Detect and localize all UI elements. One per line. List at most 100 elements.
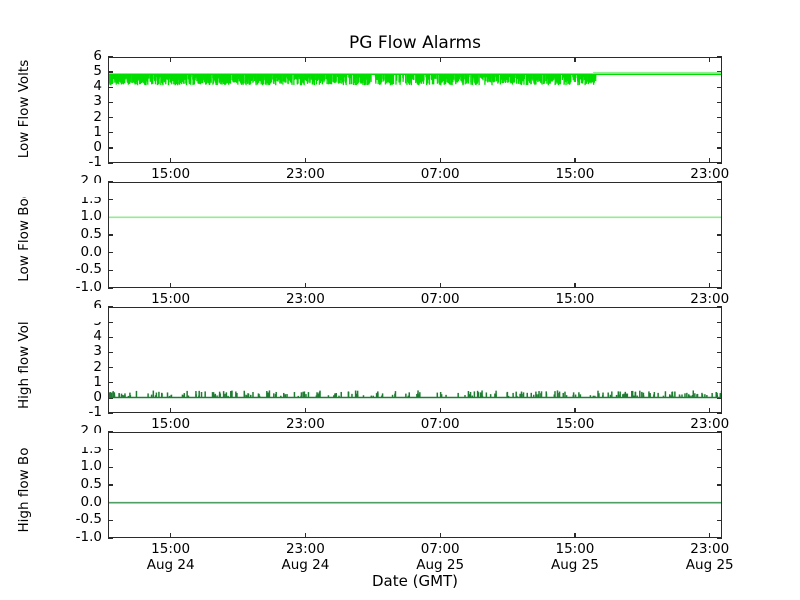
y-tick-label: 1.0 <box>80 458 102 475</box>
x-tick-mark <box>709 283 711 288</box>
x-tick-date: Aug 25 <box>416 556 465 573</box>
series-layer-1 <box>108 216 722 219</box>
x-tick-mark <box>709 408 711 413</box>
y-tick-mark-right <box>717 199 722 201</box>
y-tick-label: 0 <box>93 388 102 405</box>
x-tick-mark <box>169 158 172 163</box>
y-tick-mark <box>108 252 113 254</box>
overlap-clip-band <box>0 183 800 197</box>
y-tick-mark-right <box>717 336 722 338</box>
y-tick-mark-right <box>717 147 722 149</box>
y-tick-mark <box>108 431 113 433</box>
x-tick-mark <box>439 283 441 288</box>
y-tick-mark-right <box>717 56 722 58</box>
y-tick-mark <box>108 234 113 236</box>
y-tick-label: 3 <box>93 343 102 360</box>
series-clip-3 <box>108 432 722 538</box>
y-tick-mark <box>108 132 113 134</box>
x-axis-label: Date (GMT) <box>371 572 459 590</box>
y-tick-label: 6 <box>93 48 102 64</box>
x-tick-mark-top <box>574 57 576 62</box>
x-tick-time: 23:00 <box>285 166 325 182</box>
x-tick-mark <box>304 283 307 288</box>
x-tick-time: 15:00 <box>555 166 595 182</box>
x-tick-mark <box>574 283 576 288</box>
plot-area-3[interactable] <box>108 432 722 538</box>
x-tick-time: 07:00 <box>420 541 460 557</box>
y-tick-mark-right <box>717 431 722 433</box>
y-tick-mark <box>108 306 113 308</box>
y-tick-mark-right <box>717 181 722 183</box>
y-tick-mark-right <box>717 519 722 521</box>
y-tick-mark-right <box>717 366 722 369</box>
x-tick-date: Aug 25 <box>685 556 734 573</box>
y-tick-label: 0.5 <box>80 226 102 242</box>
y-tick-label: 3 <box>93 93 102 110</box>
x-tick-time: 15:00 <box>151 166 191 182</box>
y-tick-mark-right <box>717 252 722 254</box>
y-tick-mark <box>108 366 113 369</box>
chart-title: PG Flow Alarms <box>349 33 481 53</box>
y-tick-mark <box>108 56 113 58</box>
y-tick-mark <box>108 199 113 201</box>
plot-area-1[interactable] <box>108 182 722 288</box>
y-tick-label: 4 <box>93 328 102 345</box>
y-tick-mark-right <box>717 269 722 271</box>
y-tick-label: -0.5 <box>75 511 102 528</box>
y-tick-mark-right <box>717 306 722 308</box>
overlap-clip-band <box>0 308 800 322</box>
y-tick-label: 4 <box>93 78 102 95</box>
x-tick-mark-top <box>709 57 711 62</box>
y-tick-mark <box>108 181 113 183</box>
y-tick-mark <box>108 466 113 468</box>
x-tick-time: 15:00 <box>555 416 595 432</box>
y-tick-mark-right <box>717 321 722 323</box>
x-tick-mark-top <box>439 57 441 62</box>
y-tick-mark <box>108 116 113 119</box>
x-tick-time: 07:00 <box>420 416 460 432</box>
y-tick-mark-right <box>717 86 722 88</box>
x-tick-time: 15:00 <box>555 541 595 557</box>
series-layer-3 <box>108 501 722 504</box>
y-tick-label: 6 <box>93 298 102 314</box>
y-tick-mark-right <box>717 101 722 104</box>
y-tick-label: 0.5 <box>80 476 102 492</box>
y-tick-mark-right <box>717 484 722 486</box>
y-tick-mark-right <box>717 449 722 451</box>
y-tick-mark <box>108 449 113 451</box>
y-tick-label: 0.0 <box>80 243 102 260</box>
x-tick-mark <box>709 533 711 538</box>
x-tick-time: 15:00 <box>151 541 191 557</box>
x-tick-mark <box>709 158 711 163</box>
x-tick-time: 23:00 <box>690 416 730 432</box>
series-clip-0 <box>108 57 722 163</box>
y-tick-label: -1 <box>88 404 102 420</box>
x-tick-mark <box>439 158 441 163</box>
y-tick-label: -1.0 <box>75 529 102 545</box>
x-tick-date: Aug 24 <box>146 556 195 573</box>
x-tick-time: 07:00 <box>420 291 460 307</box>
y-tick-label: 1.0 <box>80 208 102 225</box>
y-tick-mark-right <box>717 234 722 236</box>
y-tick-label: 2 <box>93 108 102 125</box>
y-tick-label: 0 <box>93 138 102 155</box>
y-tick-mark <box>108 321 113 323</box>
plot-area-2[interactable] <box>108 307 722 413</box>
x-tick-mark <box>304 533 307 538</box>
y-tick-label: -1.0 <box>75 279 102 295</box>
x-tick-time: 23:00 <box>690 291 730 307</box>
x-tick-time: 23:00 <box>285 291 325 307</box>
x-tick-mark <box>304 158 307 163</box>
x-tick-mark-top <box>304 57 307 62</box>
y-tick-mark <box>108 147 113 149</box>
y-tick-label: 1 <box>93 123 102 140</box>
plot-area-0[interactable] <box>108 57 722 163</box>
x-tick-mark <box>574 158 576 163</box>
y-tick-mark-right <box>717 466 722 468</box>
